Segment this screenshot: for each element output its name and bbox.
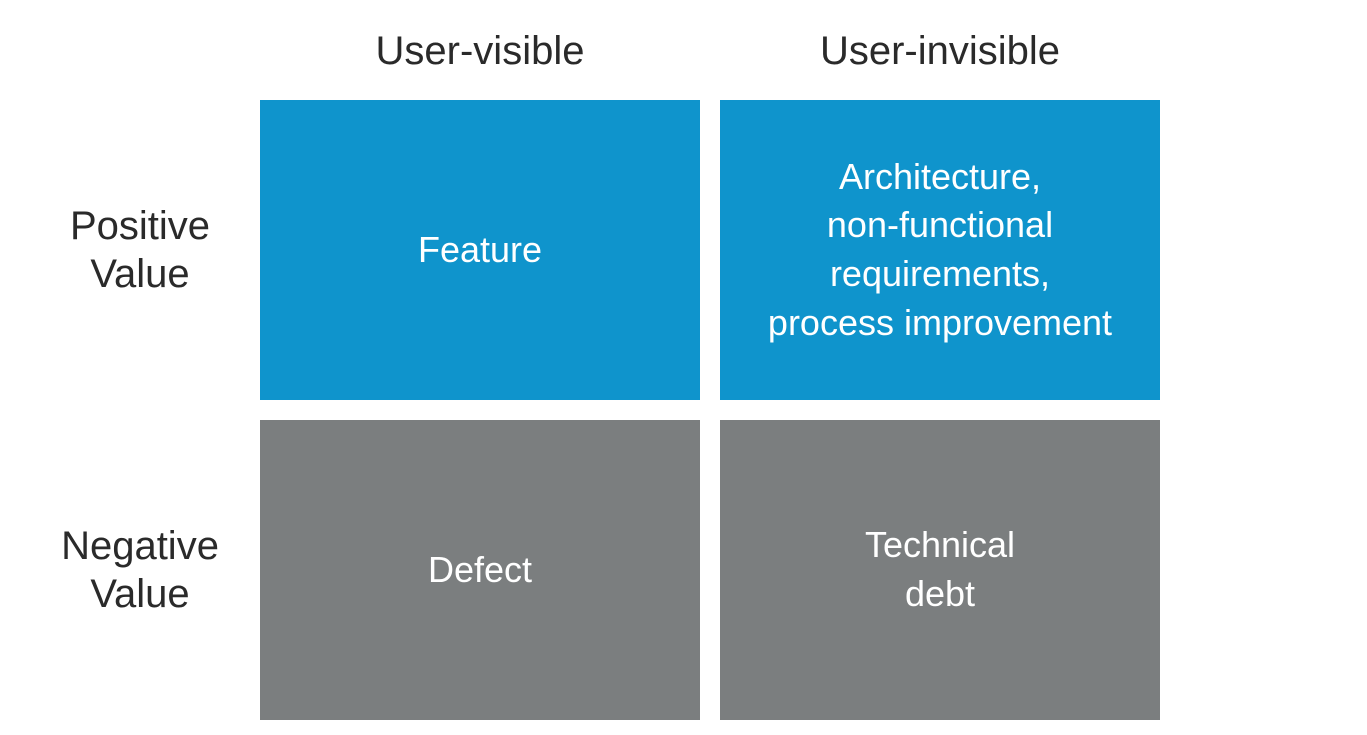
value-visibility-matrix: User-visible User-invisible Positive Val… bbox=[40, 0, 1160, 720]
column-header-user-invisible: User-invisible bbox=[720, 0, 1160, 80]
matrix-corner-empty bbox=[40, 0, 240, 80]
cell-technical-debt: Technical debt bbox=[720, 420, 1160, 720]
column-header-user-visible: User-visible bbox=[260, 0, 700, 80]
row-header-positive-value: Positive Value bbox=[40, 100, 240, 400]
cell-architecture: Architecture, non-functional requirement… bbox=[720, 100, 1160, 400]
cell-feature: Feature bbox=[260, 100, 700, 400]
cell-defect: Defect bbox=[260, 420, 700, 720]
row-header-negative-value: Negative Value bbox=[40, 420, 240, 720]
